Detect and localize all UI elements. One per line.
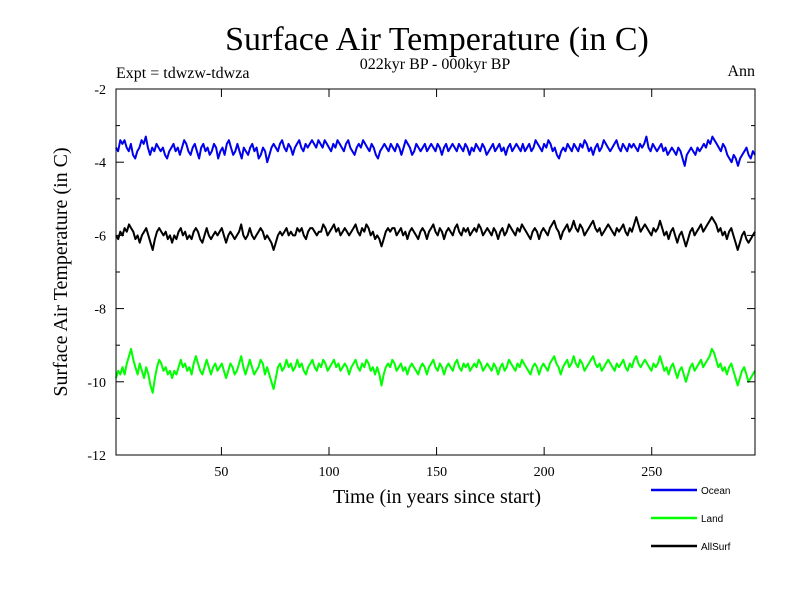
legend: Ocean Land AllSurf — [651, 486, 731, 553]
ticks-layer: 50 100 150 200 250 -2 -4 -6 -8 -10 -12 — [87, 83, 755, 480]
y-tick-label-0: -2 — [94, 83, 106, 98]
legend-label-ocean: Ocean — [701, 486, 730, 497]
x-tick-label-0: 50 — [214, 465, 228, 480]
y-axis-label: Surface Air Temperature (in C) — [50, 147, 72, 396]
x-tick-label-1: 100 — [319, 465, 340, 480]
x-axis-label: Time (in years since start) — [333, 486, 541, 508]
y-tick-label-4: -10 — [87, 376, 106, 391]
y-tick-label-3: -8 — [94, 303, 106, 318]
x-tick-label-3: 200 — [534, 465, 555, 480]
chart-subtitle: 022kyr BP - 000kyr BP — [360, 56, 511, 73]
plot-frame — [115, 88, 756, 456]
series-line-allsurf — [115, 216, 756, 251]
y-tick-label-2: -6 — [94, 229, 106, 244]
y-tick-label-1: -4 — [94, 156, 106, 171]
legend-label-allsurf: AllSurf — [701, 542, 731, 553]
series-layer — [115, 135, 756, 394]
x-tick-label-4: 250 — [641, 465, 662, 480]
chart-title: Surface Air Temperature (in C) — [225, 21, 649, 58]
x-tick-label-2: 150 — [426, 465, 447, 480]
series-line-ocean — [115, 135, 756, 167]
experiment-label: Expt = tdwzw-tdwza — [116, 65, 249, 82]
season-label: Ann — [727, 63, 755, 80]
series-line-land — [115, 347, 756, 394]
legend-label-land: Land — [701, 514, 723, 525]
y-tick-label-5: -12 — [87, 449, 106, 464]
